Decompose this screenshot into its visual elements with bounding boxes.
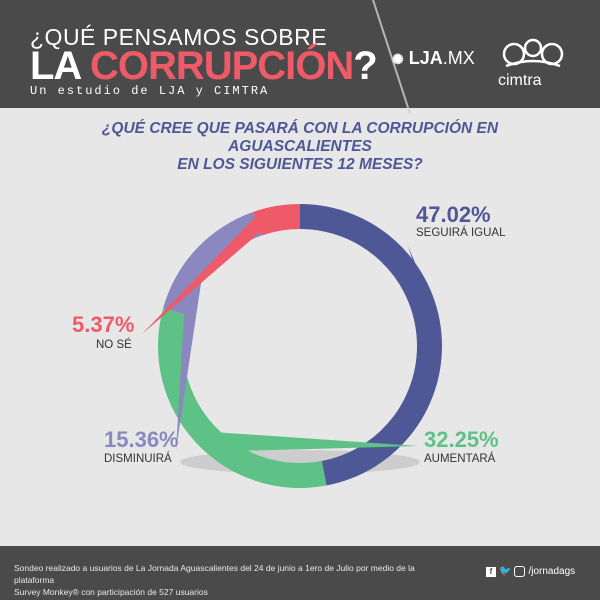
- pointer-disminuira: [176, 239, 208, 450]
- header-banner: [0, 0, 600, 108]
- lja-logo-light: .MX: [442, 48, 475, 68]
- pointer-no-se: [142, 205, 291, 334]
- slice-label-aumentara: 32.25%: [424, 427, 499, 452]
- cimtra-logo-text: cimtra: [498, 72, 542, 89]
- slice-label-no-se: 5.37%: [72, 312, 135, 337]
- category-label-seguira-igual: SEGUIRÁ IGUAL: [416, 227, 506, 239]
- pointer-aumentara: [186, 430, 418, 452]
- slice-label-disminuira: 15.36%: [104, 427, 179, 452]
- title-prefix: LA: [30, 44, 90, 88]
- question-line-1: ¿QUÉ CREE QUE PASARÁ CON LA CORRUPCIÓN E…: [101, 120, 499, 155]
- cimtra-logo-icon: [502, 38, 564, 68]
- footer-note: Sondeo realizado a usuarios de La Jornad…: [14, 562, 424, 598]
- social-links: f 🐦 /jornadags: [486, 566, 575, 577]
- footer-banner: [0, 546, 600, 600]
- lja-logo-icon: ✺: [392, 51, 404, 67]
- title-suffix: ?: [353, 44, 377, 88]
- pointer-seguira-igual: [408, 246, 441, 348]
- category-label-disminuira: DISMINUIRÁ: [104, 453, 172, 465]
- title-line-2: LA CORRUPCIÓN?: [30, 44, 378, 89]
- question-line-2: EN LOS SIGUIENTES 12 MESES?: [177, 156, 423, 173]
- category-label-no-se: NO SÉ: [96, 339, 132, 351]
- question: ¿QUÉ CREE QUE PASARÁ CON LA CORRUPCIÓN E…: [70, 120, 530, 174]
- title-highlight: CORRUPCIÓN: [89, 44, 354, 88]
- title-line-1: ¿QUÉ PENSAMOS SOBRE: [30, 24, 328, 50]
- footer-note-line-2: Survey Monkey® con participación de 527 …: [14, 587, 208, 597]
- slice-seguira-igual: [300, 204, 443, 486]
- footer-note-line-1: Sondeo realizado a usuarios de La Jornad…: [14, 563, 415, 585]
- social-handle: /jornadags: [528, 566, 576, 577]
- lja-logo: ✺ LJA.MX: [392, 48, 475, 69]
- slice-label-seguira-igual: 47.02%: [416, 202, 491, 227]
- instagram-icon[interactable]: [514, 566, 526, 577]
- lja-logo-bold: LJA: [408, 48, 443, 68]
- subtitle: Un estudio de LJA y CIMTRA: [30, 84, 270, 98]
- twitter-icon[interactable]: 🐦: [499, 566, 512, 577]
- facebook-icon[interactable]: f: [486, 566, 496, 577]
- category-label-aumentara: AUMENTARÁ: [424, 453, 496, 465]
